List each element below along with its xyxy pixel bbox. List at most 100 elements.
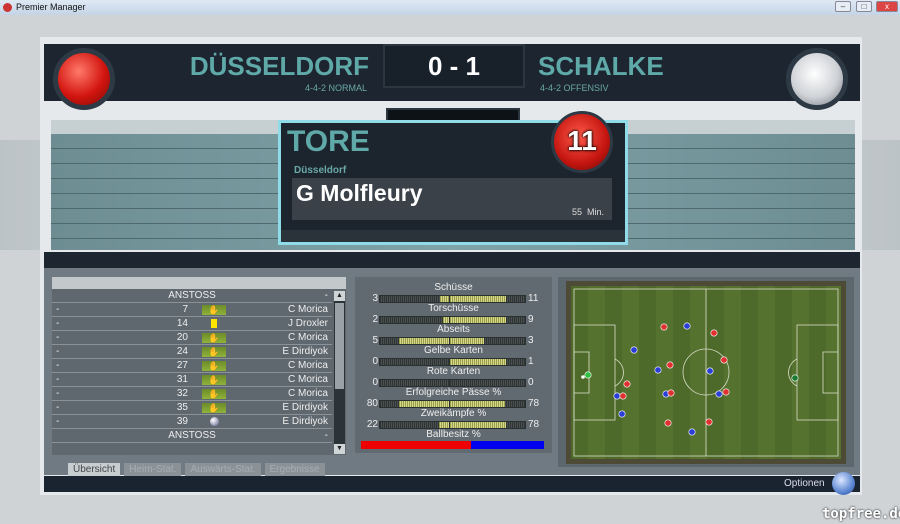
maximize-button[interactable]: □ xyxy=(856,1,872,12)
event-row[interactable]: - 24 ✋ E Dirdiyok xyxy=(52,345,332,359)
event-row[interactable]: - 39 E Dirdiyok xyxy=(52,415,332,429)
stat-away-bar xyxy=(449,295,526,303)
event-player: C Morica xyxy=(287,304,328,315)
stat-home-bar xyxy=(379,337,456,345)
event-row[interactable]: - 27 ✋ C Morica xyxy=(52,359,332,373)
stat-home-bar xyxy=(379,316,456,324)
stat-home-value: 2 xyxy=(372,314,378,325)
away-team-logo xyxy=(786,48,848,110)
player-marker xyxy=(623,380,631,388)
event-home: - xyxy=(56,360,60,371)
event-score: - xyxy=(324,290,328,301)
stat-home-bar xyxy=(379,421,456,429)
tab-home-stats[interactable]: Heim-Stat. xyxy=(124,463,182,476)
kickoff-label: ANSTOSS xyxy=(168,430,216,441)
tab-results[interactable]: Ergebnisse xyxy=(264,463,325,476)
event-row[interactable]: - 32 ✋ C Morica xyxy=(52,387,332,401)
stat-away-bar xyxy=(449,316,526,324)
goal-ball-icon xyxy=(202,417,226,427)
event-scrollbar[interactable]: ▲ ▼ xyxy=(334,291,345,454)
scorer-name: G Molfleury xyxy=(296,180,423,206)
event-home: - xyxy=(56,402,60,413)
away-team-name: SCHALKE xyxy=(538,51,664,81)
scroll-up-button[interactable]: ▲ xyxy=(334,291,345,301)
player-marker xyxy=(613,392,621,400)
close-button[interactable]: x xyxy=(876,1,898,12)
player-marker xyxy=(710,329,718,337)
stat-away-fill xyxy=(450,359,507,365)
substitution-icon: ✋ xyxy=(202,361,226,371)
options-label[interactable]: Optionen xyxy=(784,478,825,489)
divider xyxy=(44,252,860,268)
stat-away-value: 78 xyxy=(528,419,540,430)
tab-overview[interactable]: Übersicht xyxy=(68,463,121,476)
event-minute: 7 xyxy=(182,304,188,315)
event-home: - xyxy=(56,332,60,343)
stat-row: Rote Karten 0 0 xyxy=(355,366,552,388)
home-team-name: DÜSSELDORF xyxy=(189,51,369,81)
event-player: E Dirdiyok xyxy=(282,346,328,357)
away-formation: 4-4-2 OFFENSIV xyxy=(540,83,609,93)
player-marker xyxy=(720,356,728,364)
scorer-box: G Molfleury 55 Min. xyxy=(292,178,612,220)
player-marker xyxy=(706,367,714,375)
stat-label: Torschüsse xyxy=(428,303,479,314)
stat-home-bar xyxy=(379,400,456,408)
event-row[interactable]: - 7 ✋ C Morica xyxy=(52,303,332,317)
stat-row: Gelbe Karten 0 1 xyxy=(355,345,552,367)
options-button[interactable] xyxy=(832,472,855,495)
player-marker xyxy=(791,374,799,382)
stat-label: Erfolgreiche Pässe % xyxy=(405,387,502,398)
stat-label: Gelbe Karten xyxy=(424,345,483,356)
home-possession-fill xyxy=(361,441,471,449)
player-marker xyxy=(722,388,730,396)
player-marker xyxy=(630,346,638,354)
event-home: - xyxy=(56,388,60,399)
kickoff-label: ANSTOSS xyxy=(168,290,216,301)
stat-away-value: 78 xyxy=(528,398,540,409)
event-home: - xyxy=(56,346,60,357)
event-row[interactable]: - 35 ✋ E Dirdiyok xyxy=(52,401,332,415)
bottom-bar xyxy=(44,476,860,492)
event-row[interactable]: - 20 ✋ C Morica xyxy=(52,331,332,345)
stat-label: Schüsse xyxy=(434,282,473,293)
stat-home-fill xyxy=(398,338,455,344)
stat-away-value: 1 xyxy=(528,356,534,367)
shirt-number-badge: 11 xyxy=(551,111,613,173)
stat-row: Schüsse 3 11 xyxy=(355,282,552,304)
event-player: J Droxler xyxy=(287,318,328,329)
substitution-icon: ✋ xyxy=(202,347,226,357)
stat-away-fill xyxy=(450,401,505,407)
home-team-logo xyxy=(53,48,115,110)
event-row[interactable]: - 31 ✋ C Morica xyxy=(52,373,332,387)
stat-row: Zweikämpfe % 22 78 xyxy=(355,408,552,430)
stat-away-value: 0 xyxy=(528,377,534,388)
event-row-kickoff[interactable]: ANSTOSS - xyxy=(52,289,332,303)
title-bar: Premier Manager – □ x xyxy=(0,0,900,15)
player-marker xyxy=(584,371,592,379)
event-minute: 20 xyxy=(176,332,188,343)
player-marker xyxy=(660,323,668,331)
yellow-card-icon xyxy=(202,319,226,329)
event-score: - xyxy=(324,430,328,441)
score: 0 - 1 xyxy=(383,44,525,88)
tab-away-stats[interactable]: Auswärts-Stat. xyxy=(185,463,261,476)
event-minute: 14 xyxy=(176,318,188,329)
scoring-team: Düsseldorf xyxy=(294,165,347,176)
stat-home-bar xyxy=(379,295,456,303)
stat-home-value: 80 xyxy=(366,398,378,409)
event-row[interactable]: - 14 J Droxler xyxy=(52,317,332,331)
event-player: C Morica xyxy=(287,388,328,399)
event-row-kickoff[interactable]: ANSTOSS - xyxy=(52,429,332,443)
scroll-thumb[interactable] xyxy=(335,303,344,389)
stat-home-fill xyxy=(439,296,455,302)
stat-home-value: 5 xyxy=(372,335,378,346)
stat-away-bar xyxy=(449,421,526,429)
player-marker xyxy=(715,390,723,398)
scroll-down-button[interactable]: ▼ xyxy=(334,444,345,454)
watermark: topfree.de xyxy=(822,506,900,522)
stat-away-value: 9 xyxy=(528,314,534,325)
player-marker xyxy=(688,428,696,436)
minimize-button[interactable]: – xyxy=(835,1,851,12)
player-marker xyxy=(683,322,691,330)
